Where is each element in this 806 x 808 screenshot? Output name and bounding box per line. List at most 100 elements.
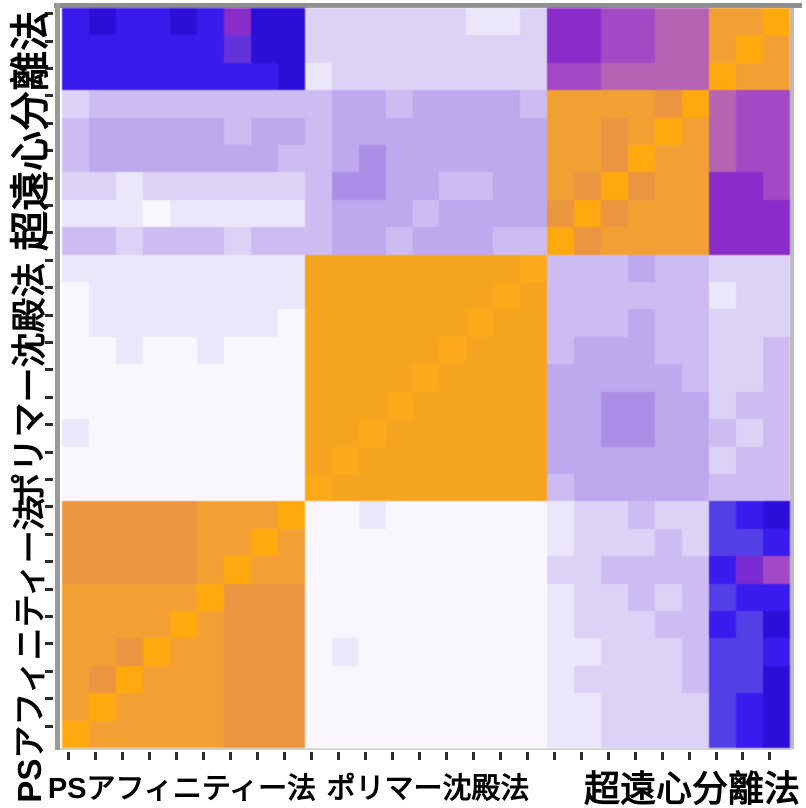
heatmap-cell (304, 145, 332, 173)
heatmap-cell (601, 446, 629, 474)
heatmap-cell (358, 364, 386, 392)
heatmap-cell (169, 446, 197, 474)
heatmap-cell (547, 254, 575, 283)
heatmap-cell (169, 665, 197, 694)
heatmap-cell (115, 117, 143, 146)
heatmap-cell (250, 254, 278, 283)
heatmap-cell (628, 473, 656, 502)
heatmap-cell (628, 172, 656, 200)
heatmap-cell (466, 199, 494, 228)
heatmap-cell (277, 583, 305, 611)
heatmap-cell (385, 391, 413, 420)
heatmap-cell (142, 528, 170, 557)
heatmap-cell (88, 199, 116, 228)
y-tick (45, 697, 53, 701)
heatmap-cell (358, 117, 386, 146)
y-tick (45, 532, 53, 536)
heatmap-cell (169, 90, 197, 118)
heatmap-cell (439, 254, 467, 283)
heatmap-cell (709, 583, 737, 611)
heatmap-cell (115, 90, 143, 118)
heatmap-cell (520, 364, 548, 392)
heatmap-cell (304, 638, 332, 666)
heatmap-cell (412, 528, 440, 557)
heatmap-cell (601, 172, 629, 200)
heatmap-cell (115, 391, 143, 420)
heatmap-cell (655, 693, 683, 721)
heatmap-cell (493, 638, 521, 666)
heatmap-cell (223, 227, 251, 255)
y-tick (45, 724, 53, 728)
heatmap-cell (466, 254, 494, 283)
heatmap-cell (223, 254, 251, 283)
heatmap-cell (223, 117, 251, 146)
heatmap-cell (493, 419, 521, 447)
heatmap-cell (331, 391, 359, 420)
heatmap-cell (466, 501, 494, 529)
heatmap-cell (763, 199, 790, 228)
heatmap-cell (412, 583, 440, 611)
y-tick (45, 203, 53, 207)
heatmap-cell (304, 254, 332, 283)
heatmap-cell (709, 556, 737, 584)
heatmap-cell (547, 473, 575, 502)
heatmap-cell (709, 391, 737, 420)
heatmap-cell (223, 446, 251, 474)
heatmap-cell (358, 693, 386, 721)
heatmap-cell (277, 501, 305, 529)
heatmap-cell (466, 419, 494, 447)
heatmap-cell (655, 665, 683, 694)
heatmap-cell (601, 8, 629, 36)
heatmap-cell (628, 282, 656, 310)
y-tick (45, 286, 53, 290)
heatmap-cell (682, 254, 710, 283)
heatmap-cell (547, 665, 575, 694)
heatmap-cell (277, 610, 305, 639)
heatmap-cell (223, 720, 251, 748)
heatmap-cell (601, 528, 629, 557)
heatmap-cell (574, 391, 602, 420)
heatmap-cell (277, 720, 305, 748)
y-tick (45, 642, 53, 646)
x-tick (471, 752, 475, 760)
heatmap-cell (385, 583, 413, 611)
heatmap-cell (358, 35, 386, 63)
heatmap-cell (574, 610, 602, 639)
heatmap-cell (520, 117, 548, 146)
heatmap-cell (682, 583, 710, 611)
heatmap-cell (466, 446, 494, 474)
heatmap-cell (304, 528, 332, 557)
heatmap-cell (493, 720, 521, 748)
heatmap-cell (412, 391, 440, 420)
heatmap-cell (439, 199, 467, 228)
x-tick (121, 752, 125, 760)
heatmap-cell (628, 336, 656, 365)
x-tick (256, 752, 260, 760)
heatmap-cell (763, 309, 790, 337)
heatmap-cell (574, 638, 602, 666)
heatmap-cell (763, 610, 790, 639)
heatmap-cell (439, 501, 467, 529)
heatmap-cell (62, 199, 89, 228)
heatmap-cell (62, 556, 89, 584)
heatmap-cell (385, 62, 413, 91)
heatmap-cell (466, 282, 494, 310)
heatmap-cell (655, 35, 683, 63)
heatmap-cell (574, 172, 602, 200)
heatmap-cell (493, 446, 521, 474)
heatmap-cell (250, 62, 278, 91)
heatmap-cell (493, 610, 521, 639)
heatmap-cell (331, 172, 359, 200)
heatmap-cell (547, 227, 575, 255)
heatmap-cell (763, 528, 790, 557)
x-tick (417, 752, 421, 760)
heatmap-cell (709, 528, 737, 557)
heatmap-cell (62, 145, 89, 173)
heatmap-cell (304, 419, 332, 447)
x-tick (337, 752, 341, 760)
x-tick (363, 752, 367, 760)
heatmap-cell (709, 35, 737, 63)
heatmap-cell (412, 693, 440, 721)
heatmap-cell (628, 583, 656, 611)
heatmap-cell (304, 8, 332, 36)
